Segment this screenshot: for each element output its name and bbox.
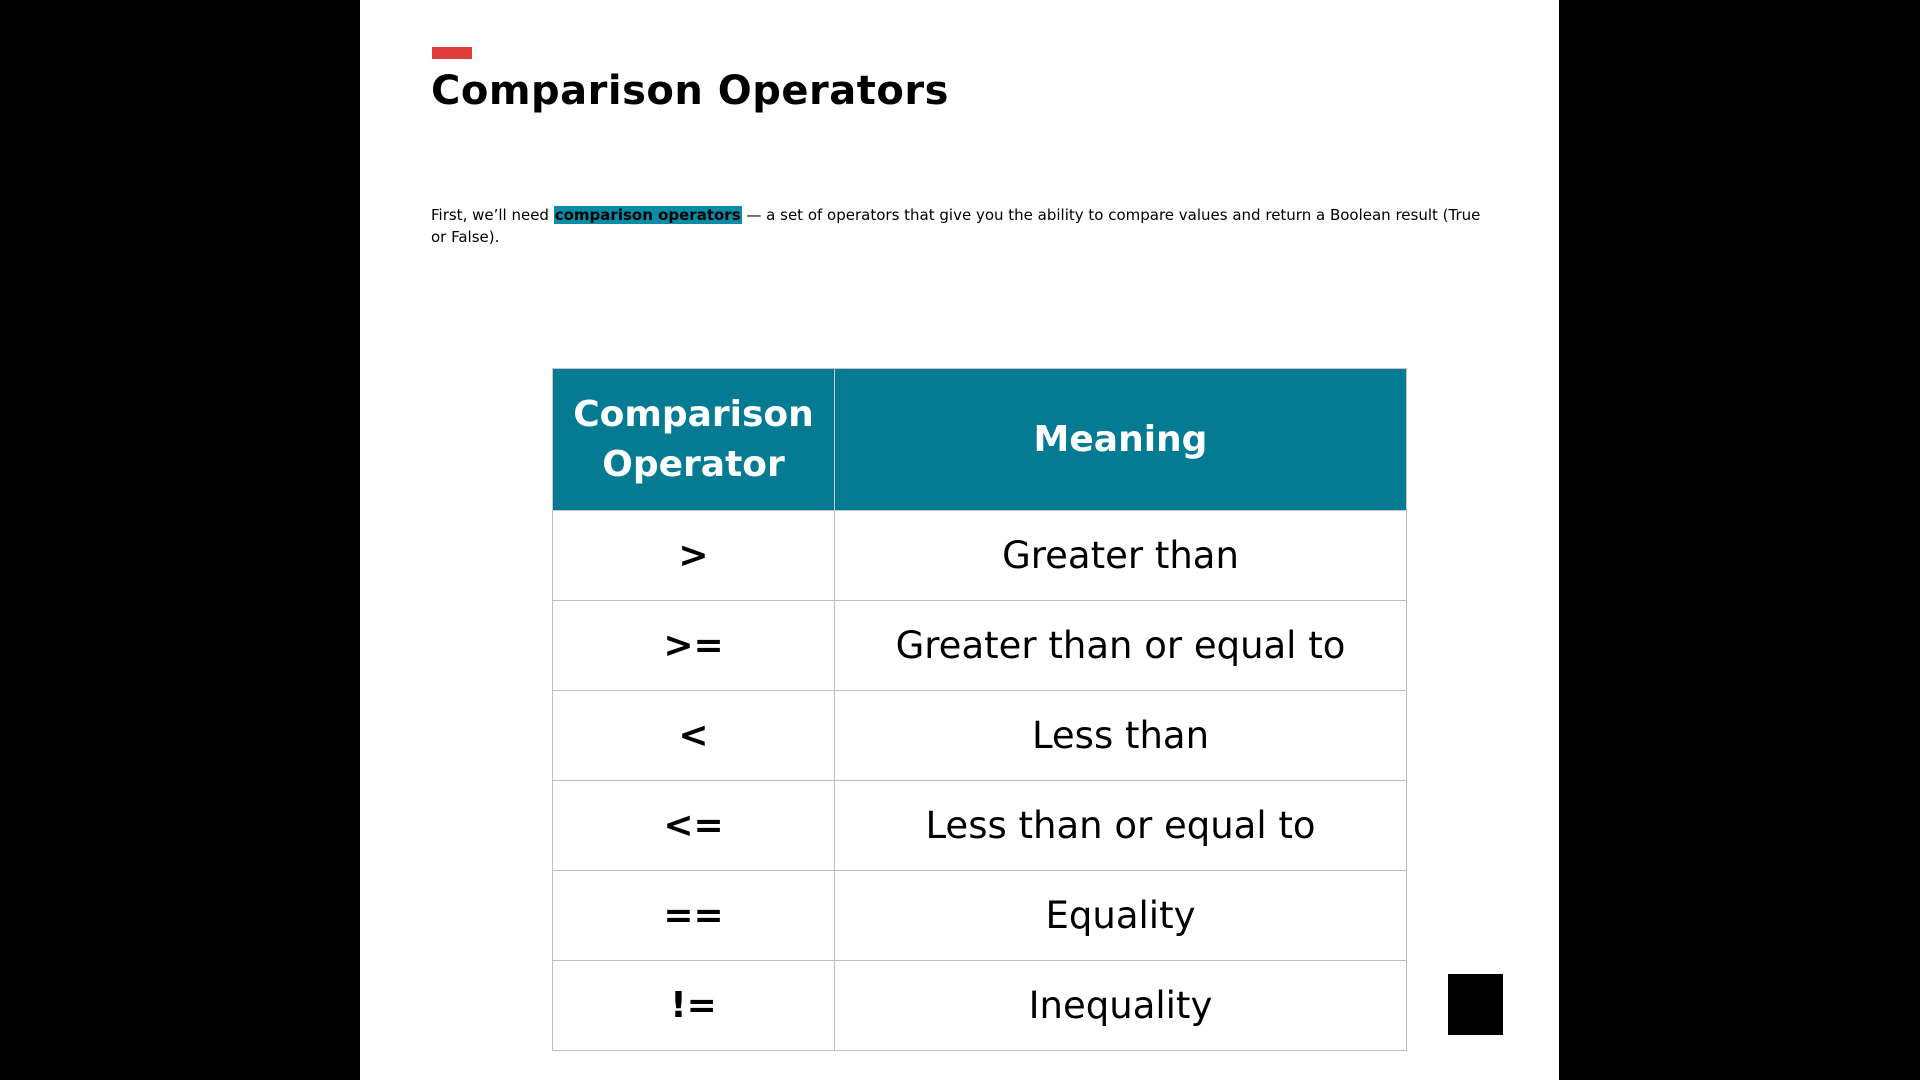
table-row: <= Less than or equal to	[552, 780, 1407, 871]
operator-cell: !=	[552, 960, 835, 1051]
table-row: >= Greater than or equal to	[552, 600, 1407, 691]
intro-text-after: — a set of operators that give you the a…	[431, 206, 1481, 246]
intro-text-before: First, we’ll need	[431, 206, 554, 224]
table-row: != Inequality	[552, 960, 1407, 1051]
meaning-cell: Inequality	[834, 960, 1407, 1051]
intro-paragraph: First, we’ll need comparison operators —…	[431, 204, 1491, 248]
accent-bar	[432, 47, 472, 59]
highlighted-term: comparison operators	[553, 206, 742, 224]
meaning-cell: Less than or equal to	[834, 780, 1407, 871]
slide: Comparison Operators First, we’ll need c…	[360, 0, 1559, 1080]
table-row: == Equality	[552, 870, 1407, 961]
meaning-cell: Greater than or equal to	[834, 600, 1407, 691]
meaning-cell: Less than	[834, 690, 1407, 781]
header-meaning: Meaning	[834, 368, 1407, 511]
meaning-cell: Greater than	[834, 510, 1407, 601]
meaning-cell: Equality	[834, 870, 1407, 961]
header-comparison-operator: Comparison Operator	[552, 368, 835, 511]
table-header-row: Comparison Operator Meaning	[552, 368, 1407, 511]
corner-square	[1448, 974, 1503, 1035]
operator-cell: <	[552, 690, 835, 781]
comparison-operators-table: Comparison Operator Meaning > Greater th…	[552, 368, 1407, 1051]
operator-cell: >	[552, 510, 835, 601]
slide-title: Comparison Operators	[431, 68, 949, 114]
table-row: > Greater than	[552, 510, 1407, 601]
table-row: < Less than	[552, 690, 1407, 781]
operator-cell: <=	[552, 780, 835, 871]
operator-cell: ==	[552, 870, 835, 961]
operator-cell: >=	[552, 600, 835, 691]
